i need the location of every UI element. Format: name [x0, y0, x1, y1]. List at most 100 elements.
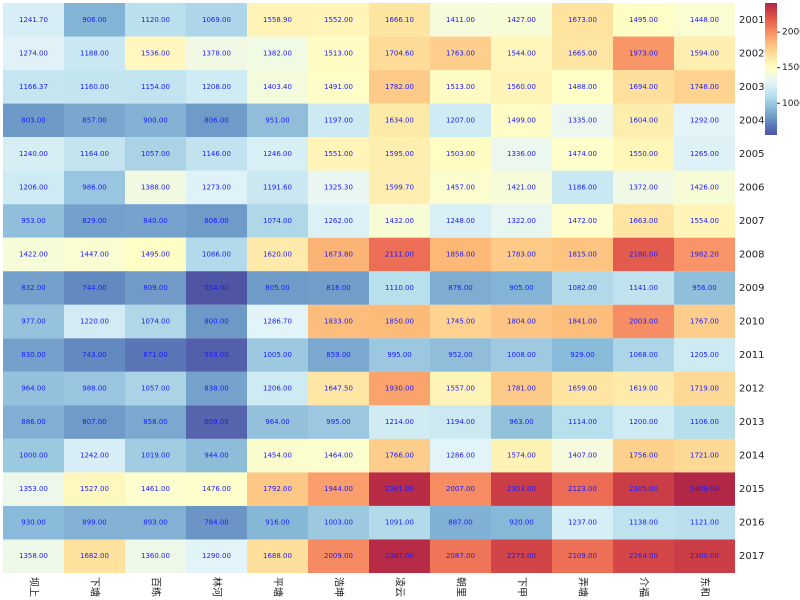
cell-label: 1248.00 [446, 217, 475, 225]
cell-label: 2409.00 [690, 485, 719, 493]
cell-label: 858.00 [143, 418, 168, 426]
heatmap-cell [64, 36, 125, 71]
cell-label: 1325.30 [324, 183, 353, 191]
cell-label: 964.00 [265, 418, 290, 426]
cell-label: 2387.00 [385, 552, 414, 560]
cell-label: 2275.00 [507, 552, 536, 560]
cell-label: 1858.00 [446, 250, 475, 258]
cell-label: 857.00 [82, 116, 107, 124]
cell-label: 1290.00 [202, 552, 231, 560]
cell-label: 1766.00 [385, 452, 414, 460]
cell-label: 899.00 [82, 519, 107, 527]
cell-label: 1665.00 [568, 49, 597, 57]
cell-label: 1488.00 [568, 83, 597, 91]
cell-label: 1454.00 [263, 452, 292, 460]
col-label: 下甲 [516, 577, 527, 597]
cell-label: 1558.90 [263, 16, 292, 24]
cell-label: 1620.00 [263, 250, 292, 258]
heatmap-cell [125, 438, 186, 473]
row-label: 2011 [739, 350, 764, 361]
heatmap-cell [369, 170, 430, 205]
heatmap-cell [125, 539, 186, 573]
heatmap-cell [125, 371, 186, 406]
cell-label: 977.00 [21, 318, 46, 326]
row-label: 2014 [739, 451, 764, 462]
cell-label: 2007.00 [446, 485, 475, 493]
col-label: 浩坤 [333, 577, 346, 597]
heatmap-cell [491, 204, 552, 238]
heatmap-cell [674, 137, 735, 171]
cell-label: 1767.00 [690, 318, 719, 326]
heatmap-cell [125, 505, 186, 540]
cell-label: 671.00 [143, 351, 168, 359]
cell-label: 2111.00 [385, 250, 414, 258]
cell-label: 1550.00 [629, 150, 658, 158]
col-label: 百练 [150, 577, 163, 597]
cell-label: 1560.00 [507, 83, 536, 91]
heatmap-cell [125, 170, 186, 205]
row-label: 2004 [739, 115, 764, 126]
cell-label: 1407.00 [568, 452, 597, 460]
cell-label: 859.00 [326, 351, 351, 359]
cell-label: 995.00 [387, 351, 412, 359]
cell-label: 1241.70 [19, 16, 48, 24]
heatmap-cell [430, 137, 491, 171]
cell-label: 1388.00 [141, 183, 170, 191]
cell-label: 1246.00 [263, 150, 292, 158]
cell-label: 944.00 [204, 452, 229, 460]
heatmap-cell [125, 472, 186, 506]
cell-label: 929.00 [570, 351, 595, 359]
heatmap-cell [613, 438, 674, 473]
cell-label: 1763.00 [446, 49, 475, 57]
colorbar [765, 3, 777, 135]
col-label: 弄塘 [577, 577, 590, 597]
heatmap-cell [369, 103, 430, 138]
cell-label: 1666.10 [385, 16, 414, 24]
heatmap-cell [186, 137, 247, 171]
heatmap-cell [247, 505, 308, 540]
heatmap-cell [491, 271, 552, 305]
cell-label: 1491.00 [324, 83, 353, 91]
cell-label: 2180.00 [629, 250, 658, 258]
heatmap-cell [552, 170, 613, 205]
heatmap-cell [3, 170, 64, 205]
cell-label: 1815.00 [568, 250, 597, 258]
row-label: 2016 [739, 518, 764, 529]
col-label: 平塘 [272, 577, 285, 597]
cell-label: 809.00 [143, 284, 168, 292]
heatmap-cell [247, 539, 308, 573]
heatmap-cell [247, 438, 308, 473]
cell-label: 2303.00 [507, 485, 536, 493]
cell-label: 1240.00 [19, 150, 48, 158]
heatmap-cell [64, 70, 125, 104]
heatmap-cell [491, 539, 552, 573]
heatmap-cell [308, 304, 369, 339]
heatmap-cell [64, 505, 125, 540]
heatmap-cell [613, 304, 674, 339]
heatmap-cell [430, 539, 491, 573]
heatmap-cell [613, 237, 674, 272]
cell-label: 1069.00 [202, 16, 231, 24]
heatmap-cell [125, 338, 186, 372]
cell-label: 1422.00 [19, 250, 48, 258]
heatmap-cell [430, 70, 491, 104]
heatmap-cell [125, 3, 186, 37]
cell-label: 806.00 [204, 217, 229, 225]
cell-label: 1106.00 [690, 418, 719, 426]
heatmap-cell [3, 271, 64, 305]
heatmap-cell [674, 204, 735, 238]
cell-label: 887.00 [448, 519, 473, 527]
heatmap-cell [125, 405, 186, 439]
cell-label: 1265.00 [690, 150, 719, 158]
cell-label: 1120.00 [141, 16, 170, 24]
heatmap-cell [247, 405, 308, 439]
heatmap-cell [430, 472, 491, 506]
cell-label: 1850.00 [385, 318, 414, 326]
cell-label: 1208.00 [202, 83, 231, 91]
heatmap-cell [369, 472, 430, 506]
cell-label: 1082.00 [568, 284, 597, 292]
cell-label: 1973.00 [629, 49, 658, 57]
heatmap-cell [247, 3, 308, 37]
cell-label: 920.00 [509, 519, 534, 527]
heatmap-cell [3, 472, 64, 506]
